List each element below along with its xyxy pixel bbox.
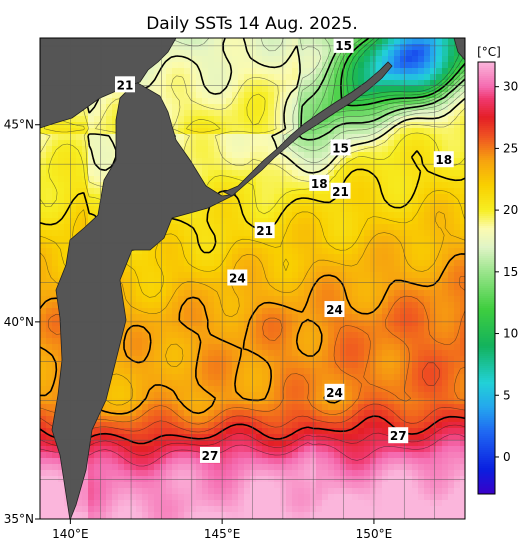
land-kurils (223, 61, 393, 197)
colorbar: [°C] 0 5 10 15 20 25 30 (477, 45, 518, 495)
contour-label: 21 (330, 182, 351, 199)
x-tick-label: 140°E (52, 527, 89, 541)
colorbar-tick-label: 5 (503, 388, 511, 402)
colorbar-frame (477, 61, 496, 495)
map-frame (39, 37, 466, 520)
y-tick-label: 35°N (4, 512, 34, 526)
contour-label: 24 (324, 301, 345, 318)
colorbar-tick-label: 25 (503, 141, 518, 155)
colorbar-tick-label: 30 (503, 80, 518, 94)
x-tick-label: 145°E (204, 527, 241, 541)
contour-label: 24 (324, 383, 345, 400)
land-kamchatka-tip (453, 38, 465, 61)
colorbar-tick-label: 0 (503, 450, 511, 464)
contour-label: 15 (330, 139, 351, 156)
colorbar-tick-label: 15 (503, 265, 518, 279)
chart-title: Daily SSTs 14 Aug. 2025. (146, 14, 358, 34)
colorbar-unit-label: [°C] (477, 45, 501, 59)
land-hokkaido (51, 81, 237, 519)
contour-label: 18 (433, 151, 454, 168)
contour-label: 24 (227, 269, 248, 286)
colorbar-tick-label: 10 (503, 327, 518, 341)
x-tick-label: 150°E (356, 527, 393, 541)
contour-label: 21 (115, 76, 135, 93)
contour-label: 18 (309, 174, 330, 191)
isotherm-15 (298, 38, 465, 141)
land-mask (40, 38, 465, 519)
y-tick-label: 40°N (4, 315, 34, 329)
contour-label: 27 (200, 446, 220, 463)
contour-label: 27 (388, 427, 409, 444)
colorbar-tick-label: 20 (503, 203, 518, 217)
isotherm-14 (307, 38, 465, 131)
contour-label: 21 (254, 222, 275, 239)
map-axes: 140°E 145°E 150°E 35°N 40°N 45°N (4, 118, 392, 541)
contour-label: 15 (333, 36, 354, 53)
y-tick-label: 45°N (4, 118, 34, 132)
